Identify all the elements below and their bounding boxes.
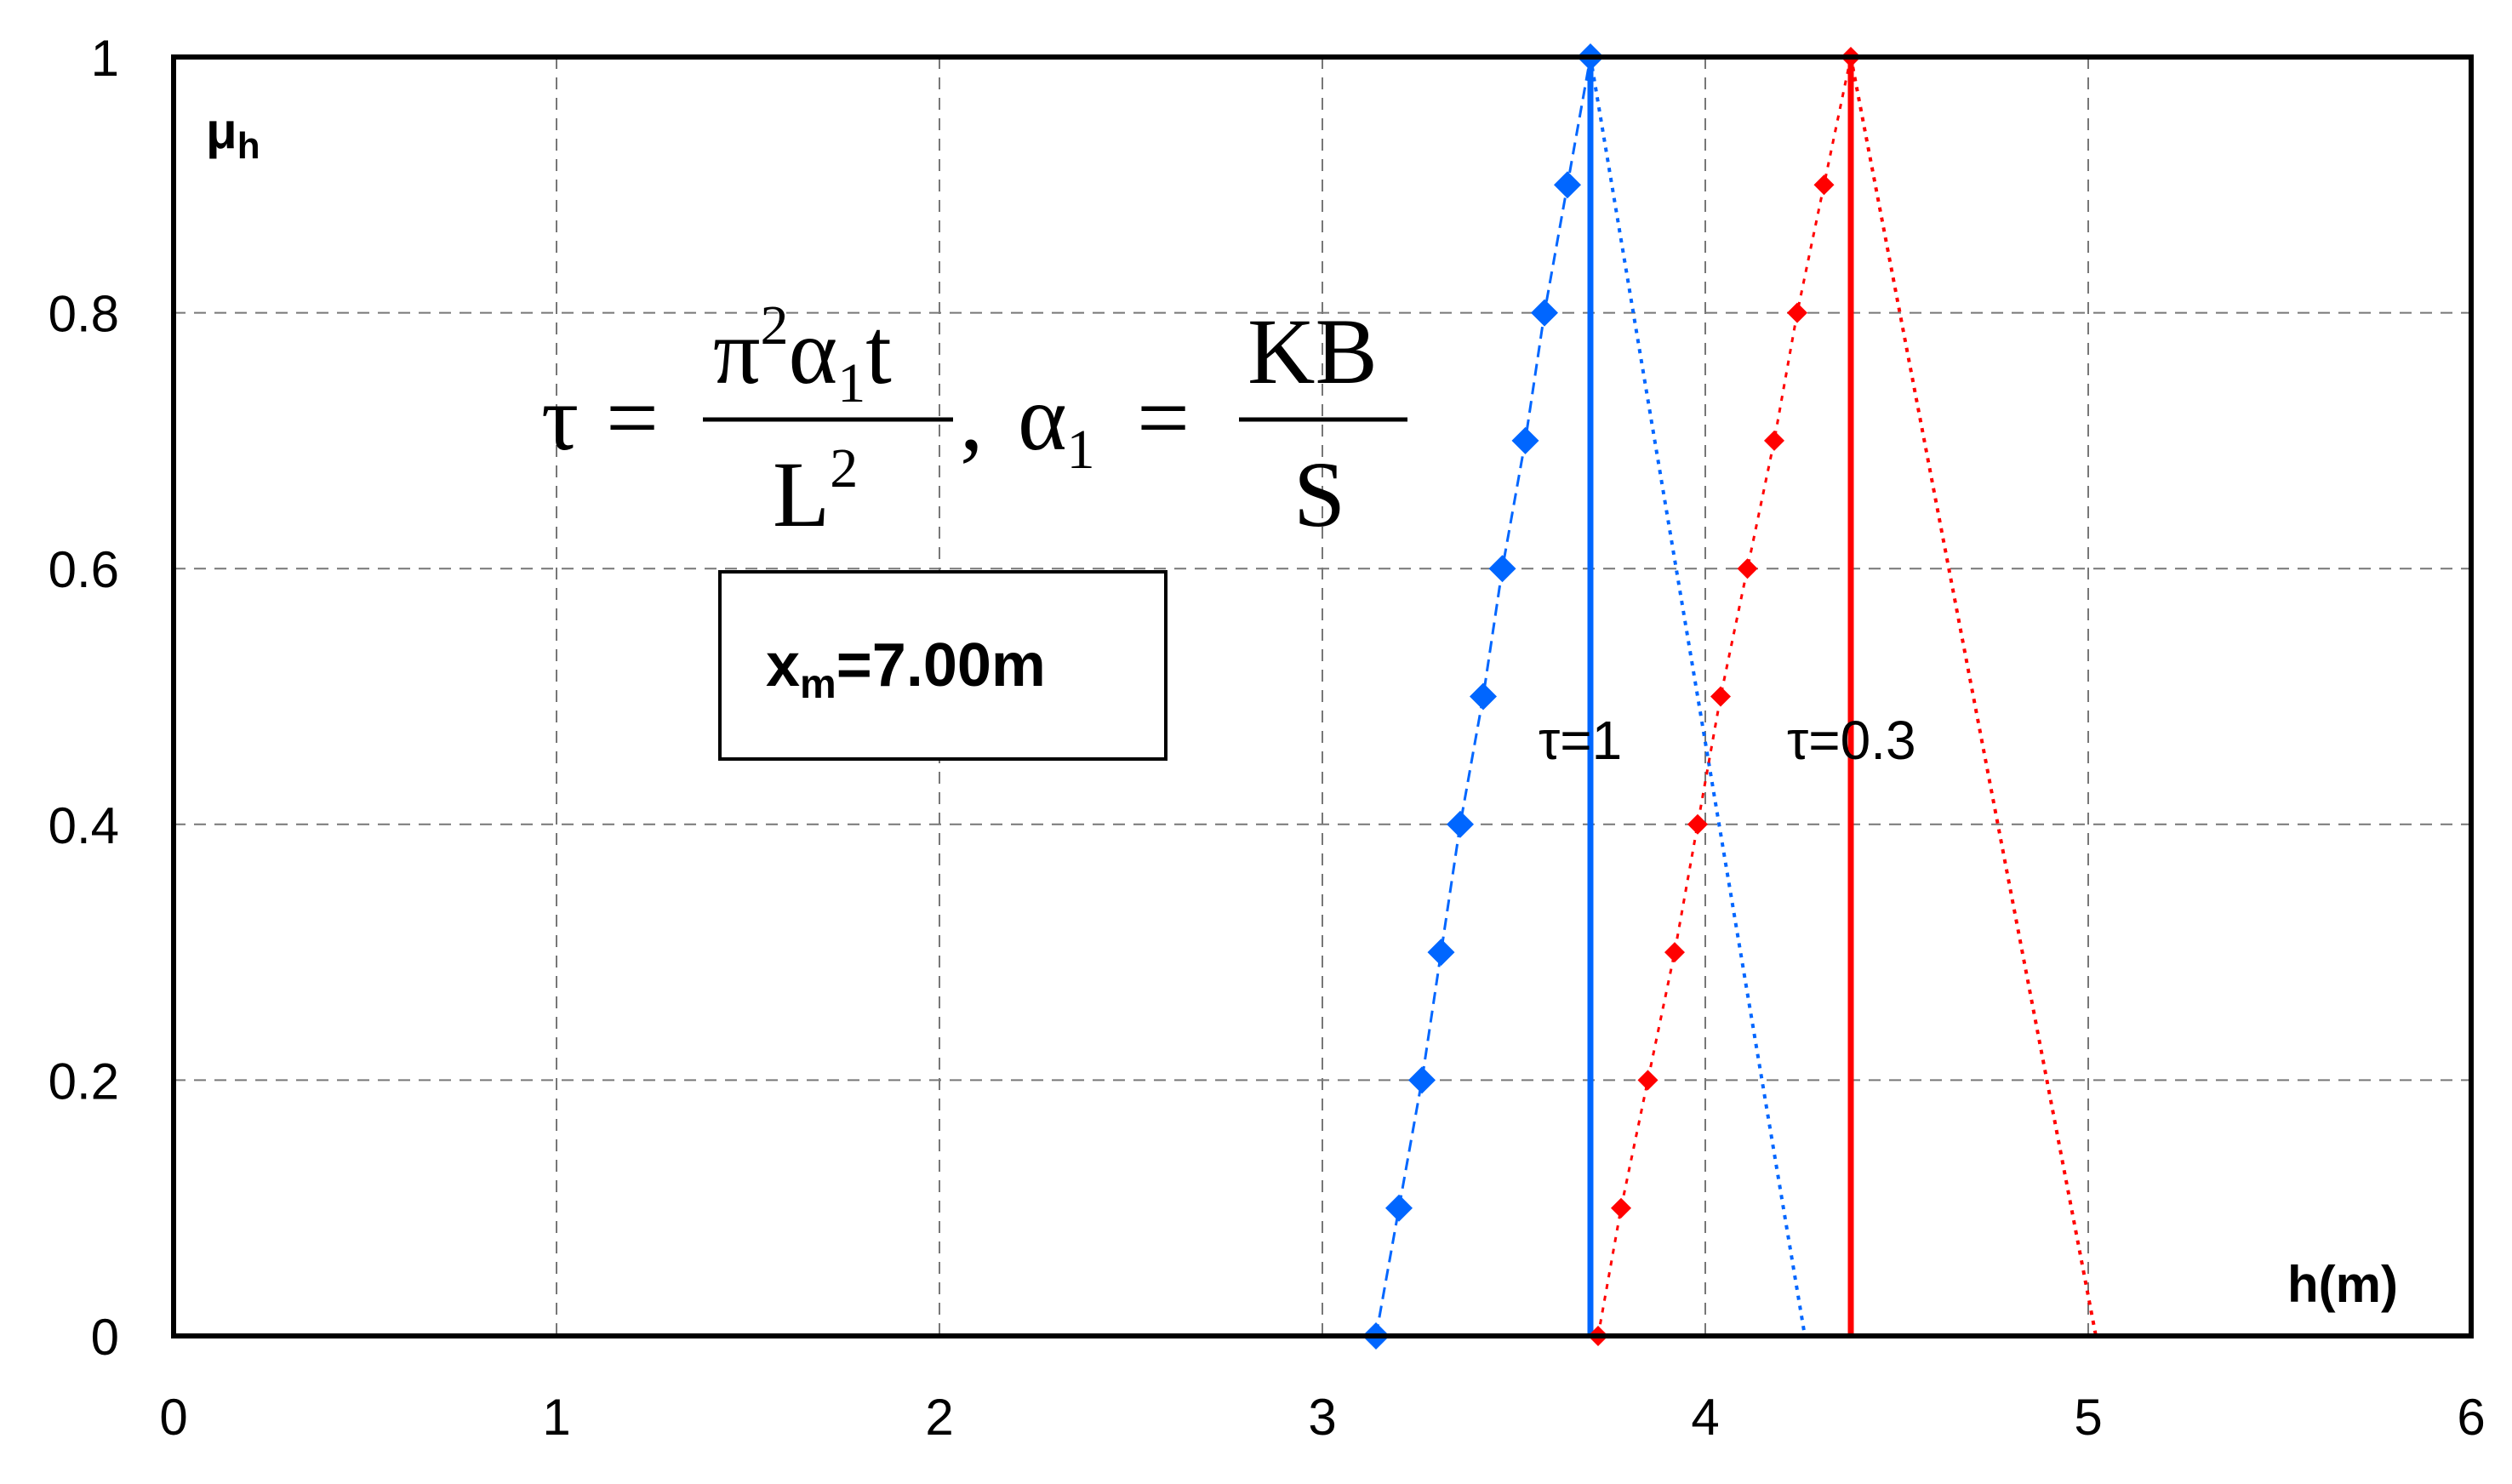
y-tick-label: 0.4 [49, 797, 119, 854]
series-1-point-7 [1764, 430, 1784, 451]
formula-numerator-2: KB [1247, 300, 1378, 403]
series-layer [1362, 43, 2098, 1350]
formula-denominator-2: S [1293, 442, 1345, 546]
formula-L-exp: 2 [830, 437, 858, 499]
series-0-point-8 [1531, 299, 1558, 327]
y-axis-title-main: μ [206, 102, 237, 159]
y-tick-label: 0.6 [49, 541, 119, 598]
xm-value: =7.00m [836, 631, 1046, 699]
y-tick-label: 0.8 [49, 286, 119, 343]
x-tick-label: 2 [925, 1389, 953, 1446]
formula-denominator-1: L2 [773, 437, 858, 546]
x-axis-title: h(m) [2287, 1256, 2398, 1313]
series-0-point-5 [1470, 682, 1497, 711]
xm-box-text: xm=7.00m [766, 631, 1046, 707]
series-0-point-1 [1385, 1194, 1413, 1222]
y-tick-label: 0.2 [49, 1053, 119, 1110]
formula-alpha-2-sub: 1 [1067, 419, 1095, 481]
series-0-point-9 [1554, 171, 1581, 199]
x-tick-label: 0 [159, 1389, 187, 1446]
x-tick-label: 1 [542, 1389, 570, 1446]
formula-alpha-2: α [1018, 366, 1067, 470]
series-1-right-line [1849, 56, 2098, 1337]
x-tick-label: 3 [1308, 1389, 1336, 1446]
series-1-point-2 [1637, 1070, 1658, 1091]
series-0-point-2 [1408, 1066, 1436, 1094]
series-0-point-3 [1427, 939, 1455, 967]
series-1-left-line [1596, 56, 1853, 1337]
y-axis-title-sub: h [237, 125, 260, 167]
series-1-point-3 [1664, 942, 1685, 963]
formula-equals-2: = [1137, 366, 1190, 470]
plot-frame [171, 54, 2474, 1338]
series-0-point-6 [1488, 555, 1516, 583]
series-0 [1362, 43, 1807, 1350]
x-tick-label: 5 [2074, 1389, 2102, 1446]
y-axis-title: μh [206, 102, 260, 167]
formula-equals-1: = [606, 366, 659, 470]
xm-box-border [718, 570, 1168, 761]
series-1-point-9 [1813, 174, 1835, 196]
y-tick-labels: 0 0.2 0.4 0.6 0.8 1 [49, 30, 119, 1366]
series-1-point-4 [1687, 813, 1708, 835]
series-label-tau-0-3: τ=0.3 [1787, 710, 1916, 771]
series-1-point-1 [1611, 1197, 1631, 1219]
x-tick-label: 4 [1691, 1389, 1719, 1446]
x-tick-labels: 0 1 2 3 4 5 6 [159, 1389, 2485, 1446]
formula-alpha: α [789, 300, 838, 403]
series-1-point-8 [1787, 302, 1807, 323]
formula-pi-exp: 2 [761, 294, 789, 357]
grid [174, 57, 2471, 1336]
formula-separator: , [960, 366, 984, 470]
y-tick-label: 1 [91, 30, 119, 87]
formula-pi: π [713, 300, 761, 403]
xm-annotation-box: xm=7.00m [718, 570, 1168, 761]
y-tick-label: 0 [91, 1309, 119, 1366]
series-label-tau-1: τ=1 [1539, 710, 1622, 771]
formula-alpha-sub: 1 [837, 352, 865, 414]
series-0-point-4 [1447, 810, 1474, 838]
xm-prefix: x [766, 631, 800, 699]
series-1-point-5 [1710, 686, 1731, 707]
series-0-point-7 [1511, 426, 1539, 454]
series-1 [1588, 47, 2098, 1346]
formula-alpha-lhs: α1 [1018, 366, 1095, 481]
series-1-point-6 [1737, 558, 1758, 579]
series-0-left-line [1374, 56, 1592, 1337]
x-tick-label: 6 [2457, 1389, 2485, 1446]
formula-numerator-1: π2α1t [713, 294, 892, 414]
formula: τ = π2α1t L2 , α1 = KB S [541, 294, 1407, 546]
series-0-right-line [1589, 56, 1807, 1337]
formula-L: L [773, 442, 830, 546]
formula-t: t [865, 300, 892, 403]
formula-tau: τ [541, 366, 579, 470]
xm-sub: m [800, 662, 836, 707]
